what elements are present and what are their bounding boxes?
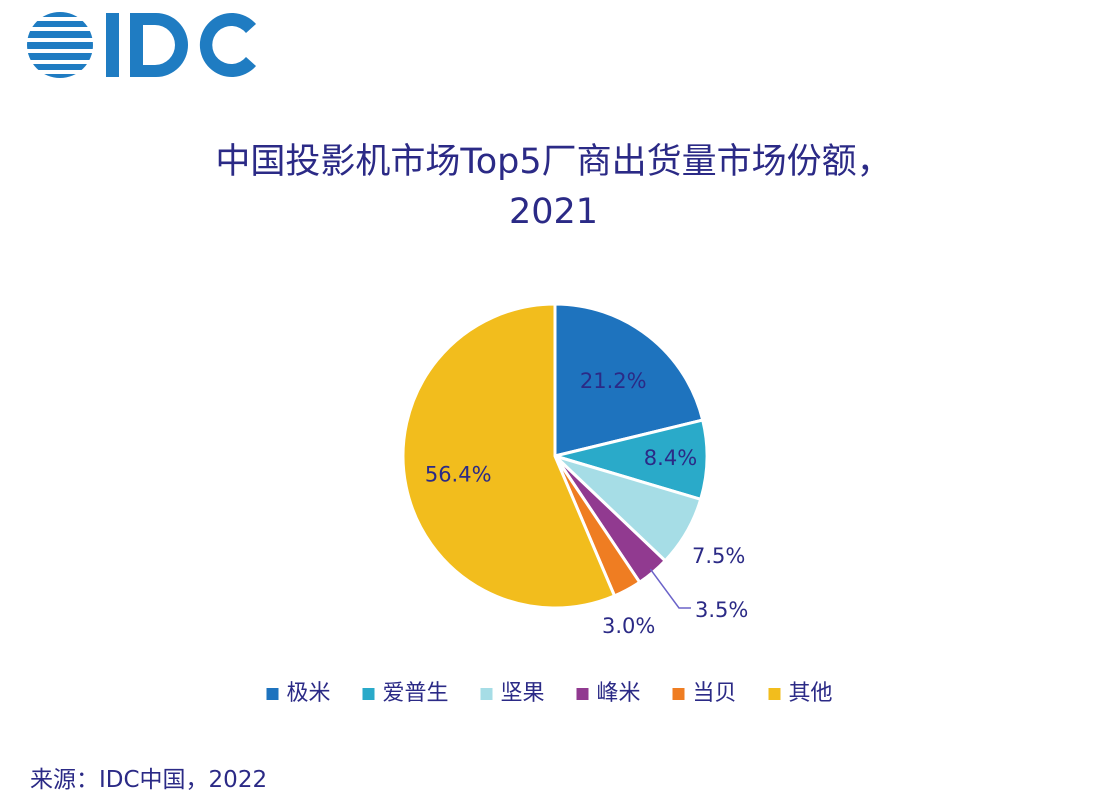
- legend-label-4: 当贝: [693, 681, 737, 706]
- legend-swatch-0: [266, 688, 279, 700]
- data-label-1: 8.4%: [644, 446, 697, 470]
- legend-swatch-5: [768, 688, 781, 700]
- chart-title-line-1: 中国投影机市场Top5厂商出货量市场份额，: [215, 142, 892, 182]
- legend-swatch-2: [480, 688, 493, 700]
- legend-swatch-3: [576, 688, 589, 700]
- chart-title-line-2: 2021: [508, 192, 599, 232]
- legend-label-1: 爱普生: [383, 681, 449, 706]
- data-label-0: 21.2%: [580, 369, 647, 393]
- legend-swatch-4: [672, 688, 685, 700]
- idc-logo-icon: [27, 12, 256, 78]
- pie-slice-0: [553, 302, 705, 458]
- legend-label-3: 峰米: [597, 681, 641, 706]
- idc-logo: [24, 8, 264, 82]
- data-label-4: 3.0%: [602, 614, 655, 638]
- source-note: 来源：IDC中国，2022: [30, 767, 268, 793]
- data-label-2: 7.5%: [692, 544, 745, 568]
- legend-label-5: 其他: [789, 681, 833, 706]
- data-label-5: 56.4%: [425, 463, 492, 487]
- legend-label-2: 坚果: [501, 681, 545, 706]
- legend-swatch-1: [362, 688, 375, 700]
- legend-label-0: 极米: [287, 681, 331, 706]
- data-label-3: 3.5%: [695, 598, 748, 622]
- pie-slice-5: [401, 302, 617, 610]
- leader-line-3: [649, 568, 691, 609]
